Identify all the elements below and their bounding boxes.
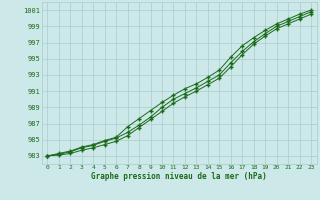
X-axis label: Graphe pression niveau de la mer (hPa): Graphe pression niveau de la mer (hPa) <box>91 172 267 181</box>
